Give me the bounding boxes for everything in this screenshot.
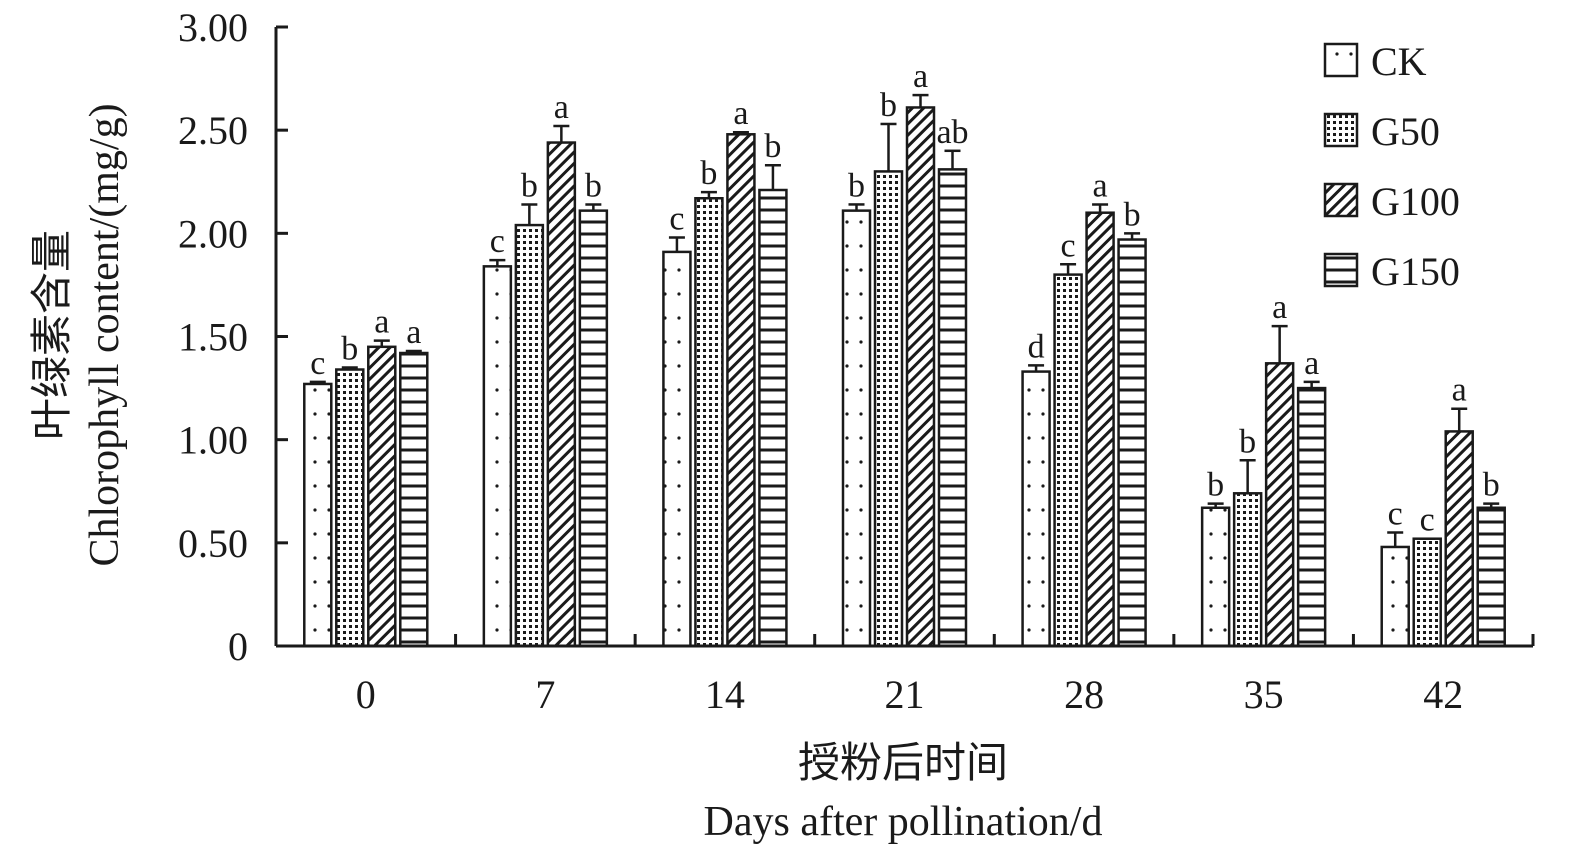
legend-swatch-g100 (1323, 182, 1359, 218)
x-tick-label: 35 (1244, 672, 1284, 717)
x-tick-label: 28 (1064, 672, 1104, 717)
bar-g50 (1232, 492, 1263, 648)
bar-g150 (399, 351, 429, 648)
y-axis: 0 0.50 1.00 1.50 2.00 2.50 3.00 (178, 5, 288, 669)
bar-g50 (1053, 273, 1083, 648)
x-tick-label: 42 (1423, 672, 1463, 717)
bar-ck (841, 209, 872, 648)
bar-g100 (1444, 430, 1474, 648)
x-tick-label: 14 (705, 672, 745, 717)
significance-letter: a (1093, 167, 1108, 204)
bar-g100 (1264, 362, 1295, 648)
significance-letter: ab (936, 114, 968, 151)
legend-label-ck: CK (1371, 39, 1427, 84)
significance-letter: a (733, 95, 748, 132)
legend-label-g150: G150 (1371, 249, 1460, 294)
bar-g100 (905, 106, 936, 648)
y-tick-label: 2.00 (178, 211, 248, 256)
bar-ck (1200, 506, 1231, 648)
y-tick-label: 1.00 (178, 418, 248, 463)
x-axis-label: Days after pollination/d (704, 799, 1103, 845)
x-axis-label-cn: 授粉后时间 (798, 741, 1008, 787)
x-tick-label: 21 (885, 672, 925, 717)
y-axis-title: 叶绿素含量 Chlorophyll content/(mg/g) (30, 103, 128, 566)
y-tick-label: 0 (228, 624, 248, 669)
x-axis: 0 7 14 21 28 35 42 (274, 634, 1535, 717)
bar-g150 (1476, 506, 1506, 648)
bar-ck (1380, 545, 1410, 648)
bar-ck (482, 265, 513, 648)
significance-letter: c (669, 200, 684, 237)
bar-g50 (335, 368, 365, 648)
significance-letter: b (764, 128, 781, 165)
x-tick-label: 0 (356, 672, 376, 717)
bar-ck (1021, 370, 1051, 648)
legend-label-g100: G100 (1371, 179, 1460, 224)
y-axis-label-cn: 叶绿素含量 (30, 230, 76, 440)
error-bars (309, 93, 1500, 547)
significance-letter: b (880, 87, 897, 124)
significance-letter: b (1207, 467, 1224, 504)
bar-g150 (1117, 238, 1147, 648)
bars (303, 106, 1506, 648)
y-axis-label: Chlorophyll content/(mg/g) (82, 103, 128, 566)
significance-letter: a (1452, 372, 1467, 409)
significance-letter: d (1028, 328, 1045, 365)
significance-letter: b (848, 167, 865, 204)
legend-swatch-g150 (1323, 252, 1359, 288)
significance-letter: a (554, 89, 569, 126)
significance-letter: c (1388, 496, 1403, 533)
y-tick-label: 2.50 (178, 108, 248, 153)
significance-letter: b (1124, 196, 1141, 233)
significance-letter: b (1239, 423, 1256, 460)
significance-letter: a (406, 314, 421, 351)
bar-g100 (367, 345, 397, 648)
bar-g150 (1296, 386, 1327, 648)
significance-letter: b (1483, 467, 1500, 504)
bar-g100 (546, 141, 577, 648)
significance-letter: c (310, 345, 325, 382)
bar-ck (303, 382, 333, 648)
bar-g50 (1412, 537, 1442, 648)
significance-letter: a (1304, 345, 1319, 382)
x-tick-label: 7 (535, 672, 555, 717)
significance-letter: c (490, 223, 505, 260)
bar-g150 (578, 209, 609, 648)
significance-letter: c (1061, 227, 1076, 264)
bar-g150 (758, 188, 788, 648)
y-tick-label: 0.50 (178, 521, 248, 566)
bar-g50 (514, 223, 545, 648)
significance-letter: c (1420, 502, 1435, 539)
bar-g50 (873, 170, 904, 648)
legend-swatch-ck (1323, 42, 1359, 78)
significance-letter: a (1272, 289, 1287, 326)
significance-letter: b (521, 167, 538, 204)
y-tick-label: 3.00 (178, 5, 248, 50)
bar-ck (662, 250, 692, 648)
bar-g100 (726, 133, 756, 648)
legend-label-g50: G50 (1371, 109, 1440, 154)
y-tick-label: 1.50 (178, 315, 248, 360)
bar-g150 (937, 168, 968, 648)
legend-swatch-g50 (1323, 112, 1359, 148)
bar-g100 (1085, 211, 1115, 648)
significance-letter: a (913, 58, 928, 95)
significance-letter: b (700, 155, 717, 192)
legend: CK G50 G100 G150 (1323, 39, 1460, 294)
significance-letter: a (374, 304, 389, 341)
significance-letter: b (585, 167, 602, 204)
bar-g50 (694, 197, 724, 648)
significance-letter: b (341, 330, 358, 367)
